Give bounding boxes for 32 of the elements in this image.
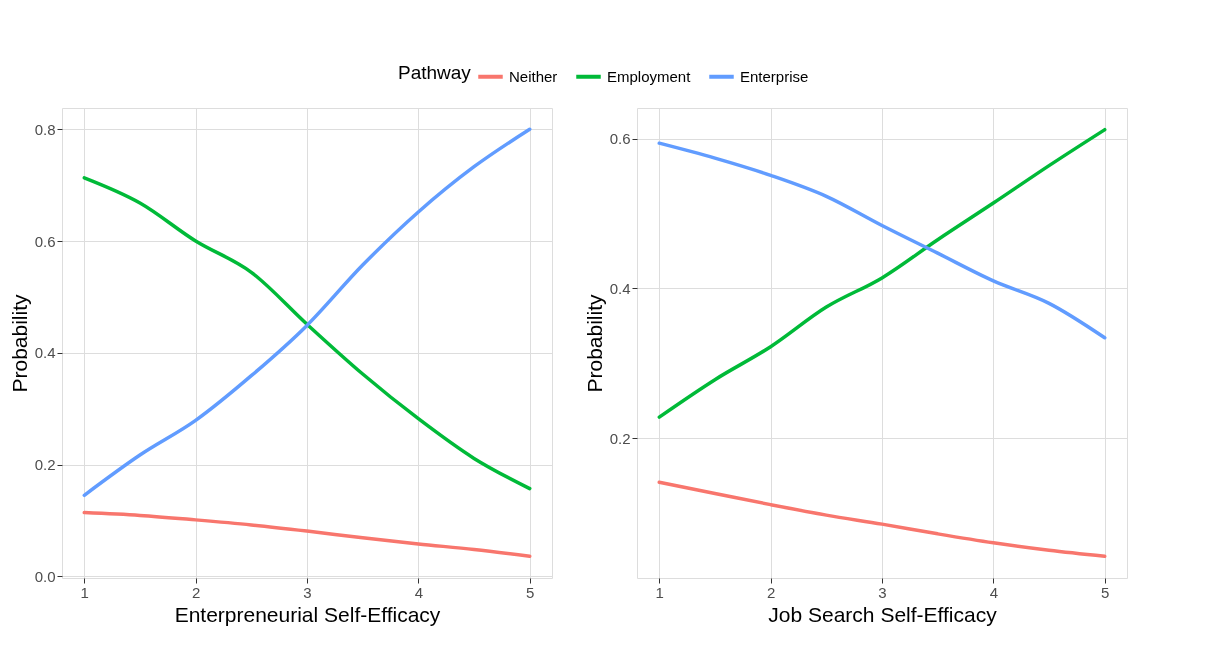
- y-tick-label: 0.2: [609, 429, 631, 447]
- x-tick-label: 1: [80, 583, 89, 601]
- line-series: [82, 176, 532, 491]
- x-tick-label: 5: [1101, 583, 1110, 601]
- legend-label: Employment: [607, 67, 692, 85]
- x-tick-label: 3: [303, 583, 312, 601]
- y-tick-label: 0.8: [34, 120, 56, 138]
- y-tick-label: 0.6: [609, 130, 631, 148]
- y-tick-label: 0.2: [34, 456, 56, 474]
- line-series: [657, 127, 1107, 419]
- x-tick-label: 2: [766, 583, 776, 601]
- x-axis-title: Job Search Self-Efficacy: [768, 602, 998, 626]
- y-tick-label: 0.4: [609, 279, 631, 297]
- x-tick-label: 5: [526, 583, 535, 601]
- x-tick-label: 4: [414, 583, 424, 601]
- y-tick-label: 0.4: [34, 344, 56, 362]
- x-tick-label: 4: [989, 583, 999, 601]
- x-tick-label: 3: [878, 583, 887, 601]
- y-tick-label: 0.0: [34, 567, 56, 585]
- legend-label: Neither: [509, 67, 558, 85]
- y-tick-label: 0.6: [34, 232, 56, 250]
- line-series: [657, 141, 1107, 340]
- x-axis-title: Enterpreneurial Self-Efficacy: [174, 602, 441, 626]
- line-series: [657, 480, 1107, 559]
- x-tick-label: 1: [655, 583, 664, 601]
- x-tick-label: 2: [191, 583, 201, 601]
- legend-title: Pathway: [398, 62, 472, 83]
- y-axis-title: Probability: [582, 293, 606, 393]
- legend-label: Enterprise: [740, 67, 809, 85]
- line-series: [82, 127, 532, 498]
- y-axis-title: Probability: [7, 293, 31, 393]
- line-series: [82, 510, 532, 558]
